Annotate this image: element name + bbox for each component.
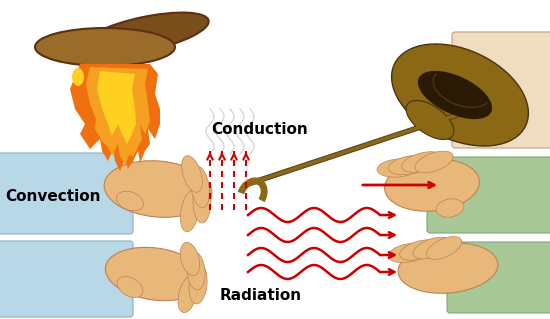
Ellipse shape bbox=[178, 276, 198, 313]
Ellipse shape bbox=[392, 44, 529, 146]
Ellipse shape bbox=[418, 71, 492, 119]
Ellipse shape bbox=[426, 237, 461, 259]
Ellipse shape bbox=[72, 68, 84, 86]
Ellipse shape bbox=[413, 237, 451, 259]
FancyBboxPatch shape bbox=[452, 32, 550, 148]
Ellipse shape bbox=[436, 199, 464, 217]
Ellipse shape bbox=[402, 152, 442, 172]
Text: Radiation: Radiation bbox=[220, 287, 302, 303]
Ellipse shape bbox=[191, 166, 210, 208]
FancyBboxPatch shape bbox=[427, 157, 550, 233]
Ellipse shape bbox=[117, 191, 144, 211]
Ellipse shape bbox=[187, 252, 205, 290]
Ellipse shape bbox=[182, 156, 202, 192]
Ellipse shape bbox=[81, 12, 208, 56]
Ellipse shape bbox=[193, 179, 211, 223]
Ellipse shape bbox=[388, 243, 428, 263]
Ellipse shape bbox=[400, 240, 441, 260]
Ellipse shape bbox=[388, 155, 432, 174]
Ellipse shape bbox=[35, 28, 175, 66]
Ellipse shape bbox=[106, 247, 205, 301]
Ellipse shape bbox=[180, 190, 200, 232]
Ellipse shape bbox=[406, 100, 454, 139]
Ellipse shape bbox=[104, 161, 212, 217]
Ellipse shape bbox=[384, 159, 480, 211]
Ellipse shape bbox=[415, 151, 453, 173]
Polygon shape bbox=[70, 64, 160, 171]
FancyBboxPatch shape bbox=[0, 153, 133, 234]
Ellipse shape bbox=[189, 264, 207, 304]
Polygon shape bbox=[97, 71, 136, 144]
FancyBboxPatch shape bbox=[0, 241, 133, 317]
Ellipse shape bbox=[398, 243, 498, 293]
Ellipse shape bbox=[117, 277, 143, 298]
FancyBboxPatch shape bbox=[447, 242, 550, 313]
Ellipse shape bbox=[377, 159, 419, 177]
Polygon shape bbox=[86, 67, 150, 164]
Ellipse shape bbox=[180, 242, 200, 276]
Text: Convection: Convection bbox=[6, 189, 101, 204]
Text: Conduction: Conduction bbox=[212, 122, 309, 137]
